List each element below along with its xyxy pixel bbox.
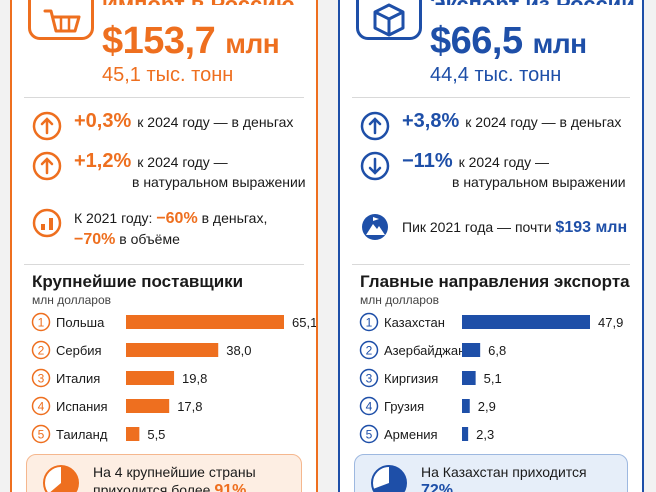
divider [24, 97, 304, 98]
rank-label: 3 [38, 372, 45, 386]
value-label: 17,8 [177, 399, 202, 414]
box-icon [356, 0, 422, 40]
rank-badge [31, 368, 51, 388]
value-label: 38,0 [226, 343, 251, 358]
rank-label: 2 [38, 344, 45, 358]
category-label: Киргизия [384, 371, 438, 386]
category-label: Италия [56, 371, 100, 386]
bar-row: 5 Армения 2,3 [359, 424, 494, 444]
pie-chart-icon [43, 465, 79, 492]
bar-row: 5 Таиланд 5,5 [31, 424, 165, 444]
import-suppliers-chart: 1 Польша 65,1 2 Сербия 38,0 3 Италия 19,8 4 Испани… [31, 312, 317, 452]
rank-label: 4 [38, 400, 45, 414]
value-label: 2,9 [478, 399, 496, 414]
value-label: 5,1 [484, 371, 502, 386]
divider [24, 264, 304, 265]
divider [352, 264, 630, 265]
rank-badge [31, 312, 51, 332]
bar [126, 399, 170, 413]
import-title: Импорт в Россию [102, 0, 295, 17]
value-label: 47,9 [598, 315, 623, 330]
import-volume: 45,1 тыс. тонн [102, 64, 234, 86]
rank-label: 4 [366, 400, 373, 414]
bar-row: 1 Казахстан 47,9 [359, 312, 623, 332]
bar-row: 3 Италия 19,8 [31, 368, 207, 388]
divider [352, 97, 630, 98]
arrow-up-icon [32, 111, 62, 141]
rank-label: 3 [366, 372, 373, 386]
bar [462, 427, 469, 441]
bar [126, 427, 140, 441]
bar [126, 371, 175, 385]
arrow-up-icon [360, 111, 390, 141]
category-label: Азербайджан [384, 343, 465, 358]
value-label: 65,1 [292, 315, 317, 330]
bar [462, 399, 470, 413]
bar-row: 2 Азербайджан 6,8 [359, 340, 506, 360]
bar [126, 343, 219, 357]
rank-badge [359, 424, 379, 444]
rank-badge [31, 340, 51, 360]
bar-row: 4 Грузия 2,9 [359, 396, 496, 416]
import-value: $153,7 млн [102, 20, 280, 62]
import-panel: Импорт в Россию $153,7 млн 45,1 тыс. тон… [10, 0, 318, 492]
bar-row: 2 Сербия 38,0 [31, 340, 252, 360]
category-label: Казахстан [384, 315, 445, 330]
arrow-down-icon [360, 151, 390, 181]
rank-label: 1 [366, 316, 373, 330]
bar [126, 315, 284, 329]
bar [462, 315, 590, 329]
bar [462, 371, 476, 385]
value-label: 5,5 [147, 427, 165, 442]
import-note: На 4 крупнейшие страны приходится более 9… [26, 454, 302, 492]
value-label: 19,8 [182, 371, 207, 386]
rank-badge [359, 368, 379, 388]
export-section-title: Главные направления экспорта [360, 272, 630, 291]
category-label: Испания [56, 399, 108, 414]
rank-badge [31, 424, 51, 444]
rank-badge [31, 396, 51, 416]
category-label: Таиланд [56, 427, 108, 442]
category-label: Сербия [56, 343, 102, 358]
export-section-unit: млн долларов [360, 293, 440, 307]
import-section-title: Крупнейшие поставщики [32, 272, 244, 291]
shopping-cart-icon [28, 0, 94, 40]
arrow-up-icon [32, 151, 62, 181]
rank-label: 2 [366, 344, 373, 358]
rank-label: 1 [38, 316, 45, 330]
bar-row: 4 Испания 17,8 [31, 396, 203, 416]
category-label: Армения [384, 427, 438, 442]
rank-badge [359, 312, 379, 332]
import-section-unit: млн долларов [32, 293, 112, 307]
rank-badge [359, 340, 379, 360]
pie-chart-icon [371, 465, 407, 492]
export-title: Экспорт из России [430, 0, 635, 17]
rank-label: 5 [38, 428, 45, 442]
value-label: 6,8 [488, 343, 506, 358]
category-label: Грузия [384, 399, 424, 414]
export-value: $66,5 млн [430, 20, 587, 62]
export-volume: 44,4 тыс. тонн [430, 64, 562, 86]
export-destinations-chart: 1 Казахстан 47,9 2 Азербайджан 6,8 3 Киргизия 5,… [359, 312, 642, 452]
export-panel: Экспорт из России $66,5 млн 44,4 тыс. то… [338, 0, 644, 492]
category-label: Польша [56, 315, 105, 330]
bar [462, 343, 481, 357]
bar-row: 1 Польша 65,1 [31, 312, 317, 332]
rank-label: 5 [366, 428, 373, 442]
rank-badge [359, 396, 379, 416]
bar-row: 3 Киргизия 5,1 [359, 368, 502, 388]
mountain-flag-icon [362, 214, 388, 240]
export-note: На Казахстан приходится 72% [354, 454, 628, 492]
bar-chart-icon [32, 208, 62, 238]
value-label: 2,3 [476, 427, 494, 442]
